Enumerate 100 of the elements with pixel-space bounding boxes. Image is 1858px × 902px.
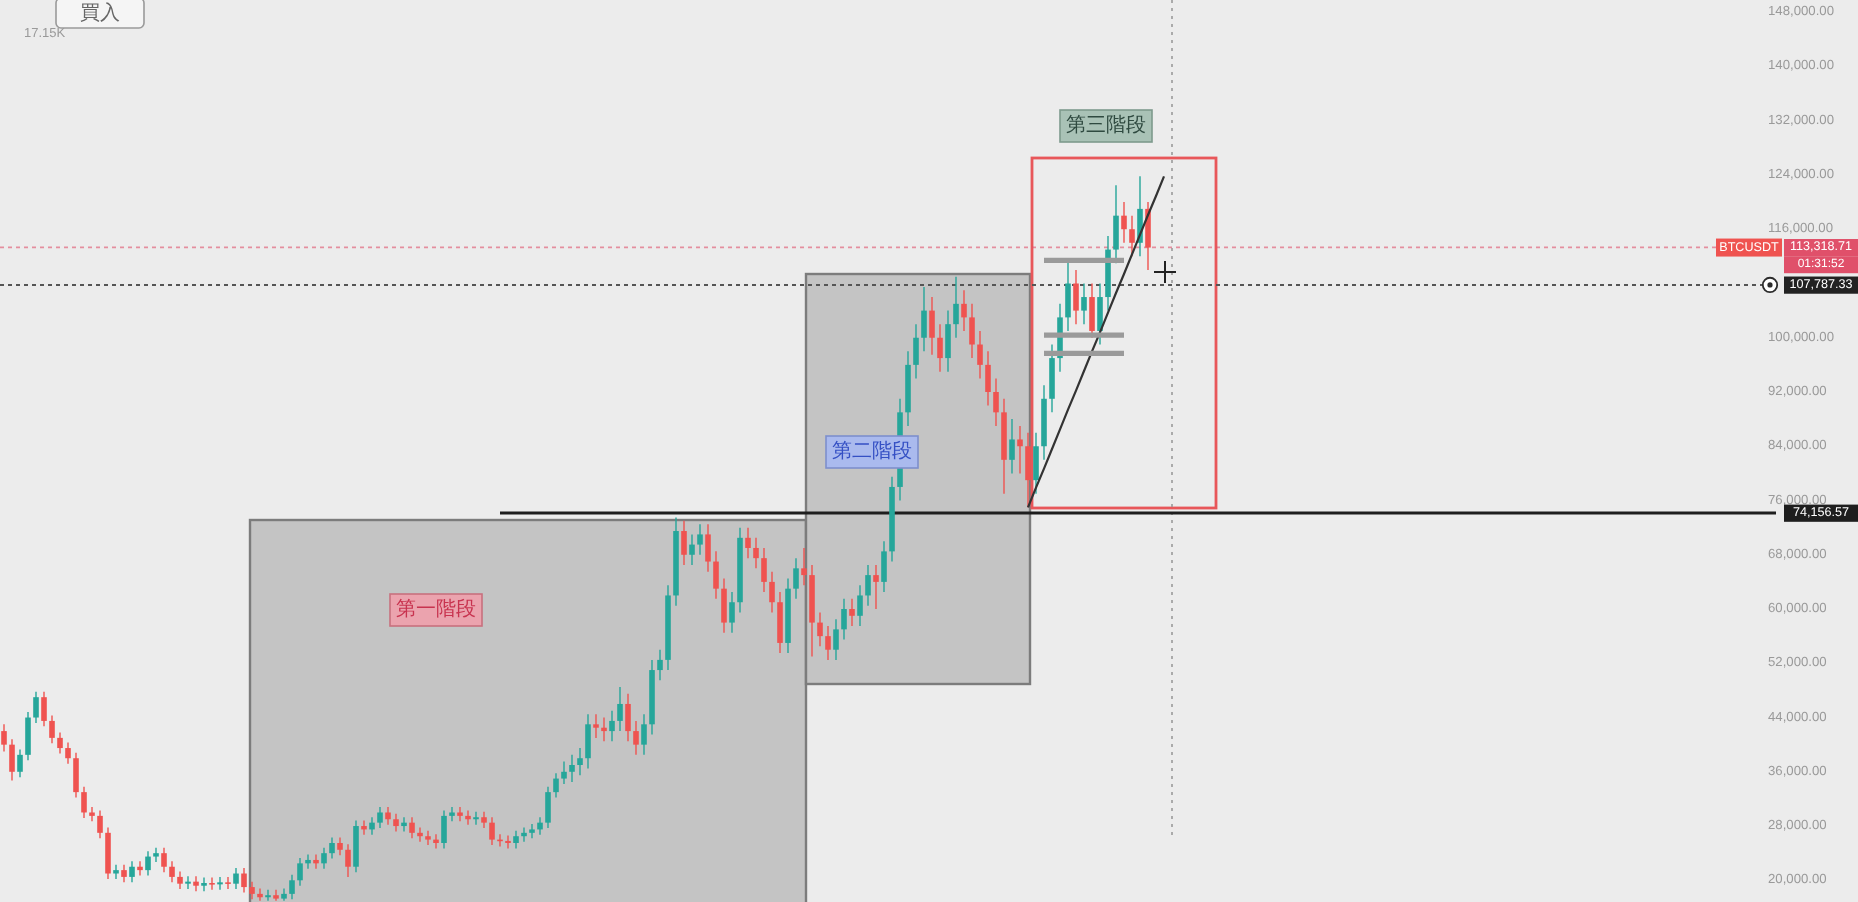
- candlestick: [1, 723, 7, 753]
- candlestick: [753, 537, 759, 570]
- candlestick: [489, 816, 495, 846]
- candlestick: [449, 806, 455, 822]
- candlestick: [369, 816, 375, 836]
- candlestick: [913, 323, 919, 380]
- candlestick: [833, 618, 839, 661]
- candlestick: [1001, 398, 1007, 495]
- candlestick: [289, 874, 295, 900]
- candlestick: [401, 816, 407, 833]
- candlestick: [969, 303, 975, 359]
- candlestick: [105, 826, 111, 880]
- candlestick: [1041, 384, 1047, 461]
- candlestick: [857, 584, 863, 627]
- candlestick: [961, 289, 967, 332]
- candlestick: [329, 836, 335, 860]
- candlestick: [81, 786, 87, 819]
- candlestick: [321, 847, 327, 870]
- candlestick: [345, 843, 351, 878]
- candlestick: [1065, 259, 1071, 332]
- candlestick: [825, 625, 831, 661]
- candlestick: [97, 809, 103, 839]
- candlestick: [209, 876, 215, 891]
- candlestick: [57, 731, 63, 755]
- candlestick: [769, 571, 775, 614]
- candlestick: [113, 864, 119, 880]
- candlestick: [313, 853, 319, 870]
- candlestick: [1113, 184, 1119, 264]
- candlestick: [241, 867, 247, 894]
- candlestick: [585, 713, 591, 770]
- candlestick: [305, 853, 311, 870]
- candlestick: [569, 754, 575, 783]
- candlestick: [841, 598, 847, 641]
- candlestick: [281, 887, 287, 902]
- candlestick: [185, 875, 191, 890]
- candlestick: [193, 875, 199, 892]
- candlestick: [593, 713, 599, 739]
- candlestick: [201, 876, 207, 892]
- candlestick: [25, 711, 31, 761]
- candlestick: [545, 786, 551, 829]
- annotation: 第三階段: [1066, 113, 1146, 137]
- candlestick: [137, 860, 143, 877]
- annotation: 第二階段: [832, 439, 912, 463]
- candlestick: [409, 816, 415, 839]
- candlestick: [89, 806, 95, 822]
- candlestick: [17, 748, 23, 778]
- candlestick: [625, 693, 631, 742]
- candlestick: [761, 547, 767, 593]
- candlestick: [729, 591, 735, 634]
- candlestick: [689, 533, 695, 566]
- candlestick: [457, 806, 463, 822]
- candlestick: [129, 860, 135, 884]
- candlestick: [873, 564, 879, 610]
- candlestick: [153, 847, 159, 863]
- candlestick: [169, 860, 175, 884]
- candlestick: [921, 286, 927, 353]
- candlestick: [297, 857, 303, 887]
- candlestick: [33, 691, 39, 724]
- candlestick: [257, 887, 263, 902]
- candlestick: [233, 867, 239, 890]
- candlestick: [225, 876, 231, 890]
- candlestick: [633, 720, 639, 756]
- candlestick: [993, 377, 999, 427]
- candlestick: [881, 540, 887, 593]
- candlestick: [41, 691, 47, 728]
- candlestick: [1025, 431, 1031, 508]
- candlestick: [521, 826, 527, 843]
- candlestick: [577, 747, 583, 776]
- candlestick: [641, 713, 647, 756]
- candlestick: [537, 816, 543, 836]
- candlestick: [73, 752, 79, 799]
- candlestick: [529, 823, 535, 839]
- candlestick: [145, 850, 151, 877]
- candlestick: [777, 591, 783, 654]
- candlestick: [161, 847, 167, 873]
- candlestick: [617, 686, 623, 732]
- line-series: [1026, 175, 1166, 509]
- candlestick: [561, 760, 567, 785]
- candlestick: [713, 550, 719, 600]
- candlestick: [9, 738, 15, 782]
- candlestick: [849, 598, 855, 627]
- candlestick: [801, 547, 807, 586]
- candlestick: [905, 350, 911, 427]
- candlestick: [937, 323, 943, 373]
- candlestick: [945, 309, 951, 373]
- candlestick: [609, 710, 615, 742]
- candlestick: [65, 741, 71, 765]
- candlestick: [433, 833, 439, 850]
- candlestick: [1009, 418, 1015, 475]
- candlestick: [953, 276, 959, 339]
- candlestick: [817, 611, 823, 648]
- candlestick: [985, 350, 991, 407]
- candlestick: [657, 649, 663, 681]
- candlestick: [353, 819, 359, 873]
- candlestick: [1073, 269, 1079, 325]
- candlestick: [473, 811, 479, 826]
- candlestick: [1017, 425, 1023, 475]
- candlestick: [441, 809, 447, 850]
- candlestick: [273, 889, 279, 902]
- candlestick: [721, 577, 727, 634]
